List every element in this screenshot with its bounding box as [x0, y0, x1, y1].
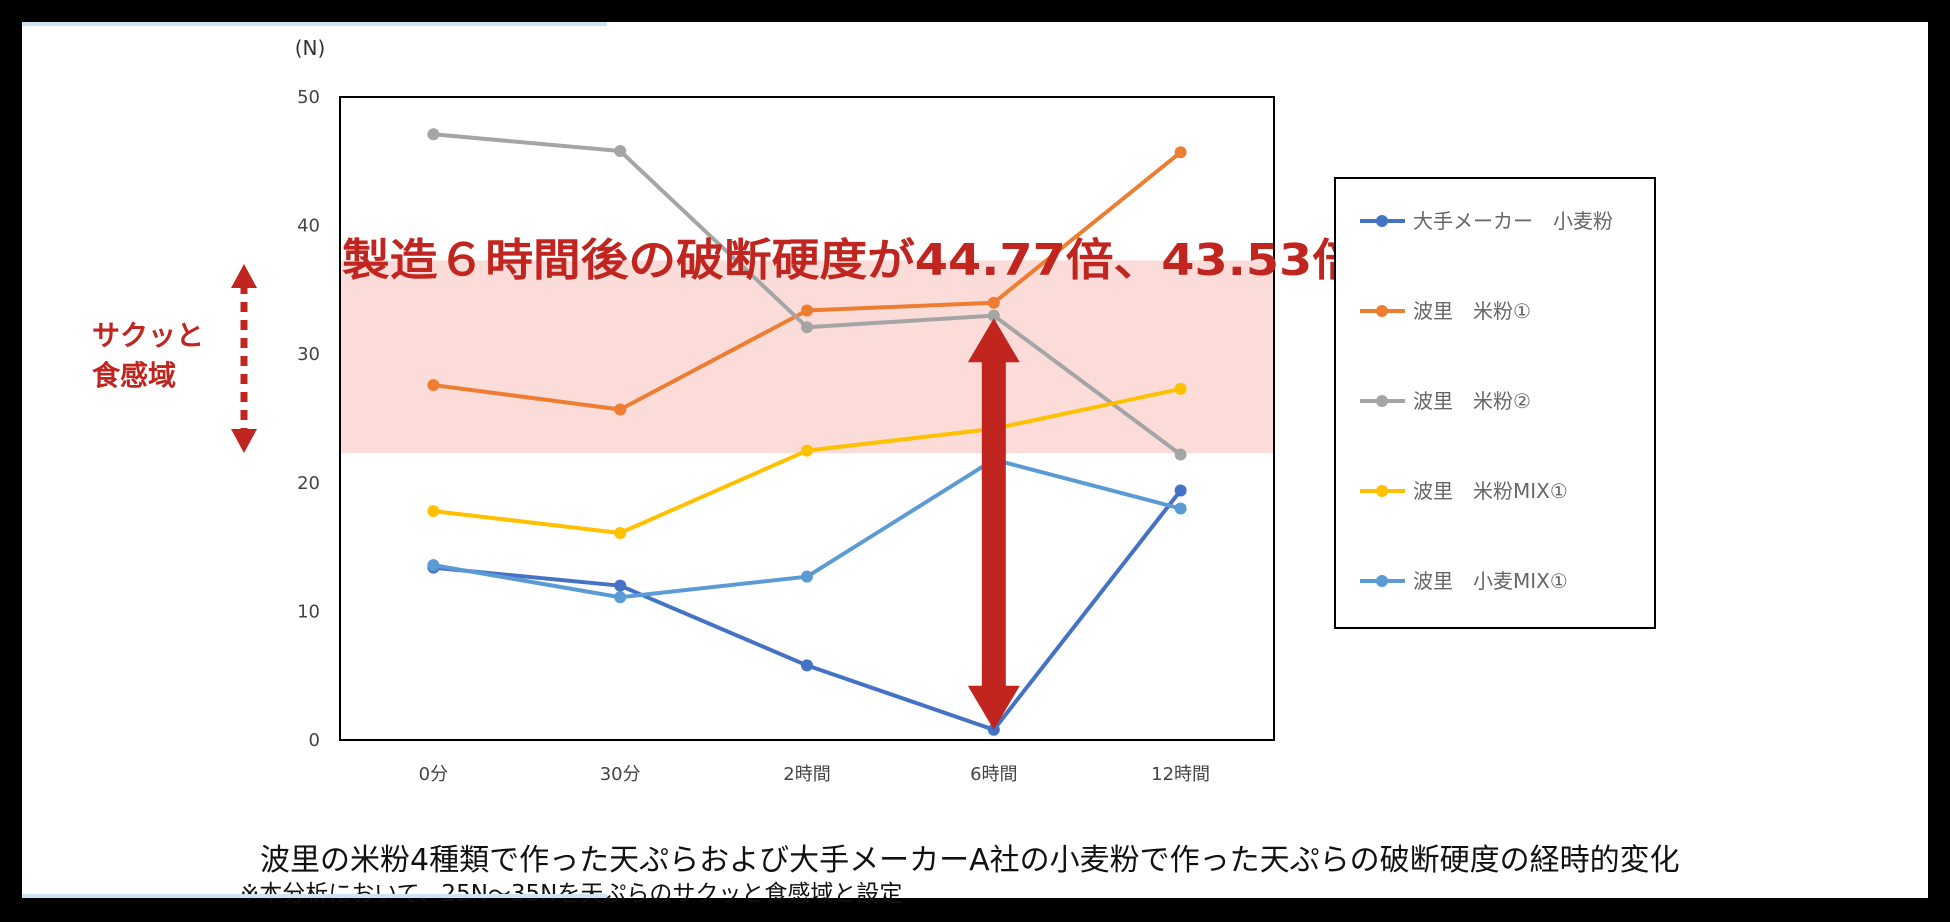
- y-tick-label: 10: [297, 601, 320, 622]
- data-point: [801, 570, 813, 583]
- y-tick-label: 0: [309, 730, 320, 751]
- slide: 0 10 20 30 40 50 (N) 0分 30分 2時間 6時間 12時間 製造６時間後の破断硬度…: [22, 22, 1928, 907]
- data-point: [801, 304, 813, 317]
- crispy-zone-band: [340, 260, 1274, 454]
- x-tick-label: 6時間: [970, 764, 1017, 785]
- y-tick-label: 20: [297, 473, 320, 494]
- crispy-zone-label: 食感域: [92, 359, 176, 392]
- difference-arrow: [967, 318, 1020, 730]
- legend-swatch-dot: [1376, 215, 1388, 227]
- chart-footnote: ※本分析において、25N〜35Nを天ぷらのサクッと食感域と設定: [240, 874, 902, 908]
- data-point: [427, 559, 440, 572]
- annotation-headline: 製造６時間後の破断硬度が44.77倍、43.53倍: [342, 235, 1360, 286]
- bottom-accent-bar: [22, 894, 607, 898]
- data-point: [987, 309, 1000, 322]
- legend-label: 波里 小麦MIX①: [1413, 569, 1568, 593]
- legend-swatch-dot: [1376, 575, 1388, 587]
- data-point: [801, 659, 813, 672]
- legend-swatch-dot: [1376, 395, 1388, 407]
- data-point: [427, 505, 440, 518]
- plot-area-border: [339, 96, 1275, 741]
- legend-label: 大手メーカー 小麦粉: [1413, 209, 1613, 233]
- arrow-head-up: [231, 264, 257, 288]
- data-point: [1174, 502, 1187, 515]
- data-point: [614, 591, 627, 604]
- data-point: [801, 444, 813, 457]
- data-point: [1174, 382, 1187, 395]
- data-point: [987, 296, 1000, 309]
- y-tick-label: 40: [297, 216, 320, 237]
- x-tick-label: 2時間: [783, 764, 830, 785]
- x-tick-label: 0分: [419, 764, 448, 785]
- data-point: [1174, 484, 1187, 497]
- data-point: [614, 526, 627, 539]
- legend-label: 波里 米粉MIX①: [1413, 479, 1568, 503]
- line-chart: 0 10 20 30 40 50 (N) 0分 30分 2時間 6時間 12時間 製造６時間後の破断硬度…: [92, 36, 1656, 785]
- data-point: [801, 321, 813, 334]
- y-tick-label: 30: [297, 344, 320, 365]
- data-point: [1174, 448, 1187, 461]
- legend-swatch-dot: [1376, 305, 1388, 317]
- data-point: [614, 403, 627, 416]
- crispy-zone-label: サクッと: [92, 319, 204, 352]
- series-line: [433, 489, 1183, 732]
- x-tick-label: 12時間: [1151, 764, 1210, 785]
- data-point: [614, 145, 627, 158]
- data-point: [427, 128, 440, 141]
- y-axis-unit: (N): [295, 36, 326, 60]
- x-tick-label: 30分: [600, 764, 641, 785]
- legend-label: 波里 米粉①: [1413, 299, 1531, 323]
- data-point: [427, 379, 440, 392]
- top-accent-bar: [22, 22, 607, 26]
- chart-caption: 波里の米粉4種類で作った天ぷらおよび大手メーカーA社の小麦粉で作った天ぷらの破断…: [260, 843, 1680, 878]
- legend-label: 波里 米粉②: [1413, 389, 1531, 413]
- legend-swatch-dot: [1376, 485, 1388, 497]
- y-tick-label: 50: [297, 87, 320, 108]
- arrow-head-down: [231, 429, 257, 453]
- data-point: [1174, 146, 1187, 159]
- data-point: [614, 579, 627, 592]
